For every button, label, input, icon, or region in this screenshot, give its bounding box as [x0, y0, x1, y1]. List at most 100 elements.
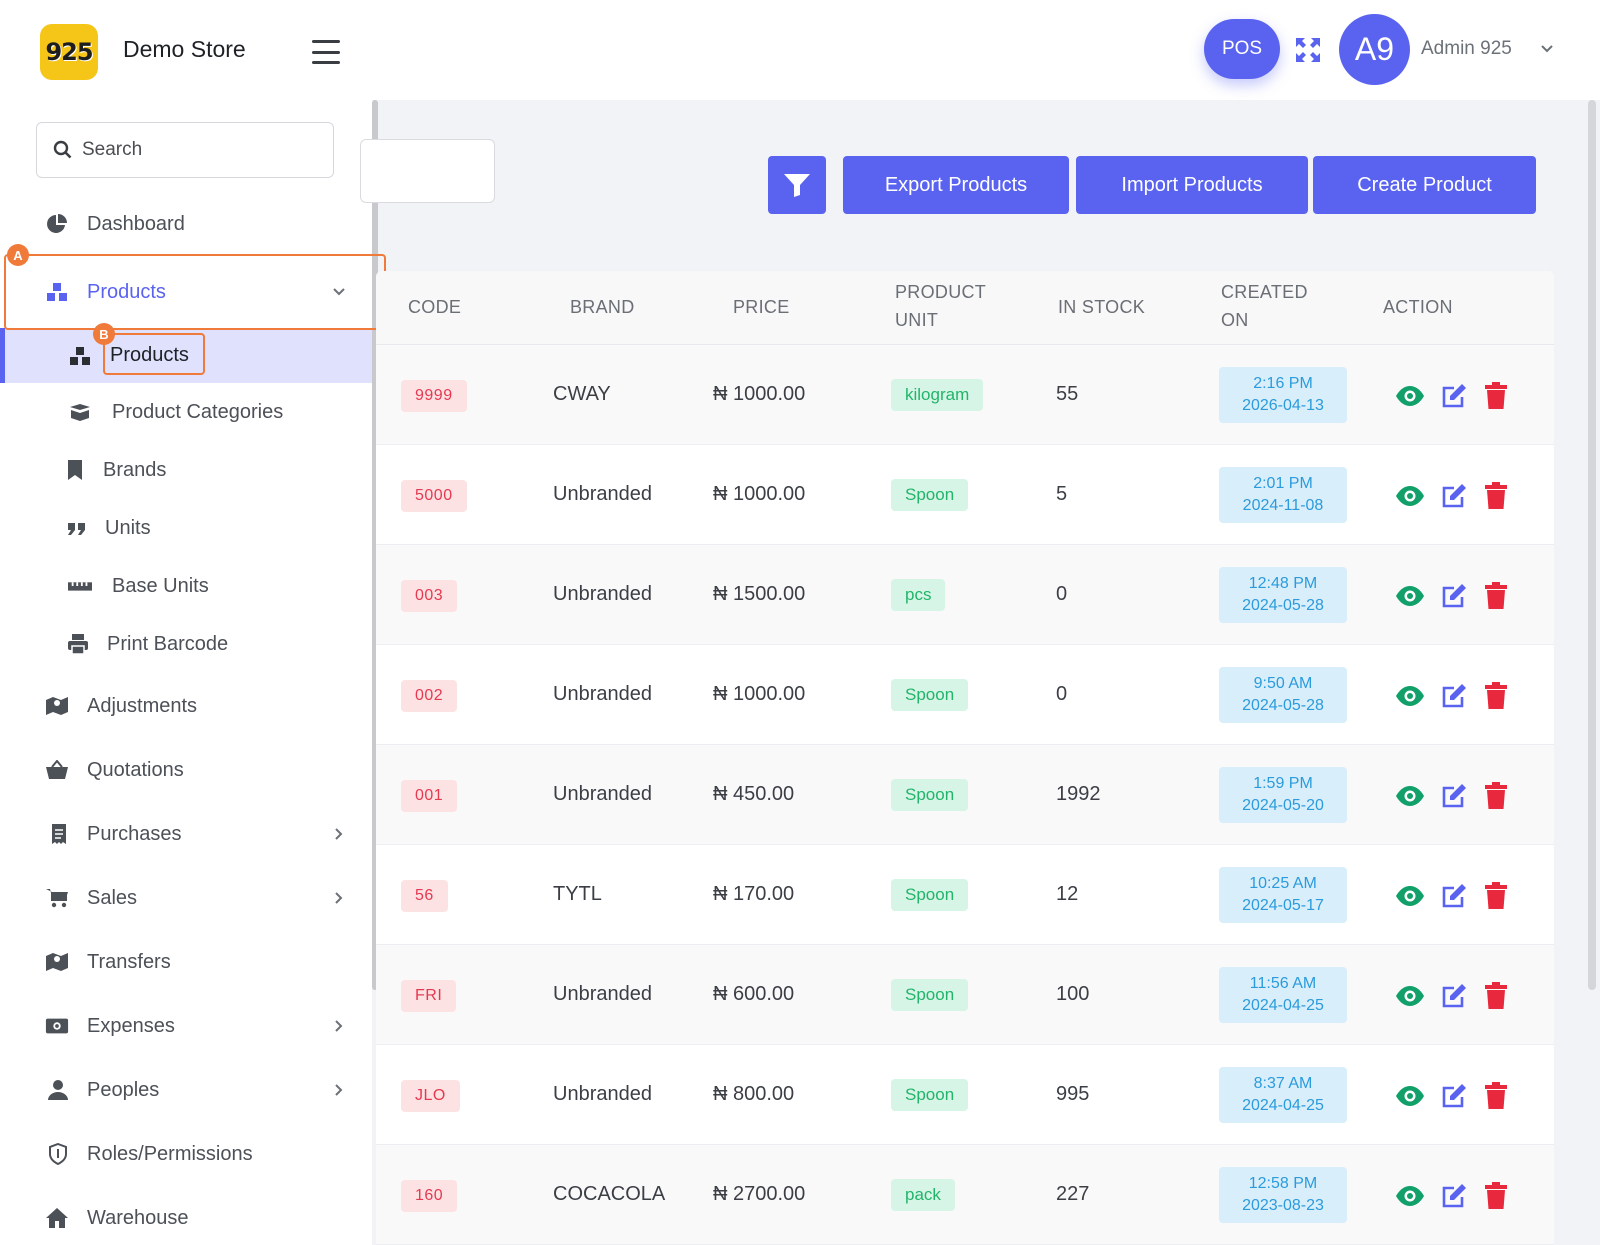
sidebar-subitem-brands[interactable]: Brands: [0, 444, 372, 496]
chevron-right-icon: [335, 828, 343, 840]
stock-cell: 0: [1056, 683, 1068, 705]
sidebar-item-purchases[interactable]: Purchases: [0, 808, 372, 860]
edit-icon[interactable]: [1439, 681, 1469, 711]
pos-button[interactable]: POS: [1204, 19, 1280, 79]
page-scrollbar[interactable]: [1588, 100, 1596, 990]
column-header-brand[interactable]: BRAND: [570, 297, 635, 317]
sidebar-item-products[interactable]: Products: [0, 266, 372, 318]
brand-cell: TYTL: [553, 883, 602, 905]
edit-icon[interactable]: [1439, 1181, 1469, 1211]
sidebar-item-adjustments[interactable]: Adjustments: [0, 680, 372, 732]
sidebar-item-transfers[interactable]: Transfers: [0, 936, 372, 988]
sidebar-item-label: Brands: [103, 458, 167, 481]
view-icon[interactable]: [1395, 1181, 1425, 1211]
edit-icon[interactable]: [1439, 881, 1469, 911]
created-on-badge: 12:58 PM 2023-08-23: [1219, 1167, 1347, 1223]
menu-toggle-icon[interactable]: [312, 40, 340, 64]
table-row: 9999 CWAY ₦ 1000.00 kilogram 55 2:16 PM 2026-0…: [376, 345, 1554, 445]
sidebar-scrollbar[interactable]: [372, 100, 378, 990]
created-on-badge: 2:01 PM 2024-11-08: [1219, 467, 1347, 523]
table-search-input[interactable]: [360, 139, 495, 203]
view-icon[interactable]: [1395, 881, 1425, 911]
user-menu[interactable]: Admin 925: [1421, 38, 1512, 59]
unit-badge: Spoon: [891, 979, 969, 1011]
import-products-button[interactable]: Import Products: [1076, 156, 1308, 214]
column-header-code[interactable]: CODE: [408, 297, 462, 317]
delete-icon[interactable]: [1481, 681, 1511, 711]
pie-chart-icon: [45, 212, 69, 236]
sidebar-subitem-product-categories[interactable]: Product Categories: [0, 386, 372, 438]
view-icon[interactable]: [1395, 381, 1425, 411]
delete-icon[interactable]: [1481, 981, 1511, 1011]
sidebar-item-warehouse[interactable]: Warehouse: [0, 1192, 372, 1244]
sidebar-subitem-base-units[interactable]: Base Units: [0, 560, 372, 612]
view-icon[interactable]: [1395, 481, 1425, 511]
unit-badge: kilogram: [891, 379, 984, 411]
sidebar-item-dashboard[interactable]: Dashboard: [0, 198, 372, 250]
sidebar-item-peoples[interactable]: Peoples: [0, 1064, 372, 1116]
column-header-line: PRODUCT: [895, 282, 987, 302]
unit-badge: Spoon: [891, 1079, 969, 1111]
create-product-button[interactable]: Create Product: [1313, 156, 1536, 214]
code-badge: 5000: [401, 480, 467, 512]
sidebar-item-expenses[interactable]: Expenses: [0, 1000, 372, 1052]
annotation-marker-b: B: [93, 323, 115, 345]
column-header-created-on[interactable]: CREATED ON: [1221, 278, 1308, 334]
view-icon[interactable]: [1395, 1081, 1425, 1111]
delete-icon[interactable]: [1481, 481, 1511, 511]
view-icon[interactable]: [1395, 581, 1425, 611]
search-input[interactable]: [82, 139, 322, 161]
code-badge: 002: [401, 680, 458, 712]
sidebar-item-label: Warehouse: [87, 1206, 189, 1229]
avatar[interactable]: A9: [1339, 14, 1410, 85]
created-time: 8:37 AM: [1253, 1075, 1313, 1092]
delete-icon[interactable]: [1481, 381, 1511, 411]
sidebar-subitem-units[interactable]: Units: [0, 502, 372, 554]
sidebar-item-label: Print Barcode: [107, 632, 229, 655]
sidebar-item-label: Purchases: [87, 822, 182, 845]
price-cell: ₦ 450.00: [713, 783, 795, 805]
annotation-marker-a: A: [7, 244, 29, 266]
sidebar-item-quotations[interactable]: Quotations: [0, 744, 372, 796]
code-badge: 160: [401, 1180, 458, 1212]
export-products-button[interactable]: Export Products: [843, 156, 1069, 214]
edit-icon[interactable]: [1439, 781, 1469, 811]
chevron-down-icon[interactable]: [1540, 42, 1554, 56]
view-icon[interactable]: [1395, 681, 1425, 711]
edit-icon[interactable]: [1439, 481, 1469, 511]
edit-icon[interactable]: [1439, 381, 1469, 411]
delete-icon[interactable]: [1481, 581, 1511, 611]
column-header-price[interactable]: PRICE: [733, 297, 790, 317]
edit-icon[interactable]: [1439, 1081, 1469, 1111]
price-cell: ₦ 170.00: [713, 883, 795, 905]
delete-icon[interactable]: [1481, 781, 1511, 811]
column-header-product-unit[interactable]: PRODUCT UNIT: [895, 278, 986, 334]
edit-icon[interactable]: [1439, 581, 1469, 611]
table-row: JLO Unbranded ₦ 800.00 Spoon 995 8:37 AM 2024-…: [376, 1045, 1554, 1145]
sidebar-subitem-print-barcode[interactable]: Print Barcode: [0, 618, 372, 670]
view-icon[interactable]: [1395, 981, 1425, 1011]
column-header-in-stock[interactable]: IN STOCK: [1058, 297, 1146, 317]
delete-icon[interactable]: [1481, 1081, 1511, 1111]
brand-cell: COCACOLA: [553, 1183, 666, 1205]
fullscreen-icon[interactable]: [1294, 36, 1322, 64]
unit-badge: Spoon: [891, 679, 969, 711]
filter-button[interactable]: [768, 156, 826, 214]
edit-icon[interactable]: [1439, 981, 1469, 1011]
delete-icon[interactable]: [1481, 881, 1511, 911]
sidebar-item-sales[interactable]: Sales: [0, 872, 372, 924]
chevron-right-icon: [335, 1020, 343, 1032]
sidebar-search[interactable]: [36, 122, 334, 178]
view-icon[interactable]: [1395, 781, 1425, 811]
map-icon: [45, 694, 69, 718]
sidebar-item-roles-permissions[interactable]: Roles/Permissions: [0, 1128, 372, 1180]
sidebar-subitem-products[interactable]: Products: [0, 328, 372, 383]
created-date: 2023-08-23: [1242, 1197, 1324, 1214]
filter-icon: [784, 174, 810, 197]
delete-icon[interactable]: [1481, 1181, 1511, 1211]
column-header-line: CREATED: [1221, 282, 1308, 302]
store-logo[interactable]: 925: [40, 24, 98, 80]
brand-cell: Unbranded: [553, 483, 652, 505]
stock-cell: 5: [1056, 483, 1068, 505]
sidebar-item-label: Transfers: [87, 950, 171, 973]
